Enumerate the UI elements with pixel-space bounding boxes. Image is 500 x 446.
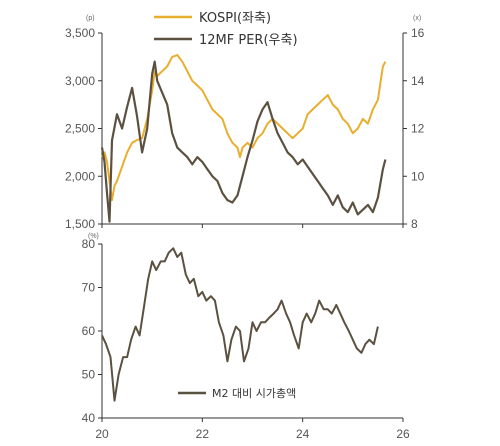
bottom-x-tick-label: 24 [296,427,310,441]
per-series-line [100,60,387,223]
top-right-tick-label: 10 [411,169,425,183]
top-left-tick-label: 3,000 [65,74,95,88]
bottom-left-tick-label: 80 [82,237,96,251]
top-left-tick-label: 2,500 [65,122,95,136]
bottom-x-tick-label: 22 [196,427,210,441]
kospi-series-line [101,54,387,202]
top-right-tick-label: 16 [411,26,425,40]
bottom-x-tick-label: 20 [95,427,109,441]
top-right-tick-label: 8 [411,217,418,231]
bottom-x-tick-label: 26 [396,427,410,441]
top-right-tick-label: 14 [411,74,425,88]
top-right-tick-label: 12 [411,122,425,136]
top-left-tick-label: 3,500 [65,26,95,40]
bottom-left-tick-label: 60 [82,324,96,338]
top-left-tick-label: 1,500 [65,217,95,231]
bottom-left-tick-label: 50 [82,368,96,382]
top-left-unit: (p) [86,15,95,22]
bottom-left-tick-label: 70 [82,281,96,295]
m2-legend-label: M2 대비 시가총액 [212,387,296,400]
per-legend-label: 12MF PER(우축) [199,33,298,48]
bottom-left-tick-label: 40 [82,411,96,425]
top-left-tick-label: 2,000 [65,169,95,183]
bottom-left-unit: (%) [88,233,99,240]
m2-series-line [101,247,379,402]
top-right-unit: (x) [413,15,421,22]
kospi-legend-label: KOSPI(좌축) [199,11,271,26]
